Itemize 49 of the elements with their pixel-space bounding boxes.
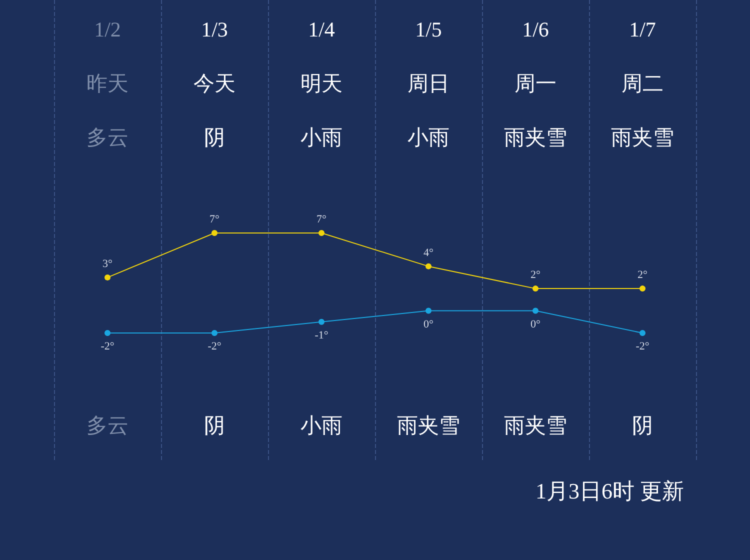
text: 雨夹雪	[504, 414, 567, 438]
data-label: -2°	[100, 340, 114, 352]
x-tick-label: 1/7	[629, 18, 656, 42]
text: 多云	[86, 414, 128, 438]
data-label: 7°	[316, 214, 326, 226]
point	[212, 330, 218, 336]
text: 雨夹雪	[504, 126, 567, 150]
data-label: 2°	[638, 269, 648, 282]
data-label: -1°	[314, 329, 328, 342]
point	[426, 263, 432, 270]
point	[532, 308, 538, 314]
text: 阴	[204, 126, 225, 150]
text: 周二	[622, 72, 664, 96]
text: 雨夹雪	[611, 126, 674, 150]
text: 小雨	[300, 414, 342, 438]
x-tick-label: 1/5	[415, 18, 442, 42]
text: 阴	[632, 414, 653, 438]
x-tick-label: 1/2	[94, 18, 121, 42]
data-label: 3°	[102, 258, 112, 270]
point	[426, 308, 432, 314]
text: 今天	[194, 72, 236, 96]
text: 明天	[300, 72, 342, 96]
text: 周一	[514, 72, 556, 96]
x-tick-label: 1/6	[522, 18, 549, 42]
data-label: 0°	[424, 318, 434, 330]
point	[212, 230, 218, 236]
x-tick-label: 1/4	[308, 18, 336, 42]
text: 小雨	[300, 126, 342, 150]
text: 小雨	[408, 126, 450, 150]
text: 雨夹雪	[397, 414, 460, 438]
text: 1月3日6时 更新	[536, 478, 684, 504]
point	[104, 274, 110, 280]
point	[532, 286, 538, 292]
data-label: 4°	[424, 246, 434, 259]
point	[640, 286, 646, 292]
text: 多云	[86, 126, 128, 150]
data-label: 0°	[530, 318, 540, 330]
point	[318, 230, 324, 236]
data-label: 2°	[530, 269, 540, 282]
x-tick-label: 1/3	[201, 18, 228, 42]
text: 阴	[204, 414, 225, 438]
point	[318, 318, 324, 325]
text: 周日	[408, 72, 450, 96]
data-label: -2°	[636, 340, 650, 352]
text: 昨天	[86, 72, 128, 96]
point	[640, 330, 646, 336]
data-label: -2°	[208, 340, 222, 352]
data-label: 7°	[210, 214, 220, 226]
point	[104, 330, 110, 336]
